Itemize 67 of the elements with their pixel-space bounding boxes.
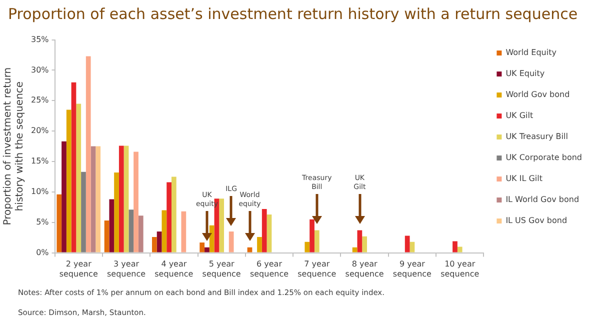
bar bbox=[404, 236, 410, 252]
y-axis-title: Proportion of investment return history with the sequence bbox=[2, 67, 26, 226]
y-tick-label: 25% bbox=[31, 96, 50, 105]
bar bbox=[86, 56, 91, 252]
bar bbox=[247, 247, 252, 252]
bar bbox=[90, 146, 96, 252]
bar bbox=[76, 104, 82, 252]
bar bbox=[138, 216, 144, 252]
y-tick-label: 5% bbox=[36, 217, 50, 226]
bar bbox=[124, 146, 129, 252]
bar bbox=[219, 198, 224, 252]
bar bbox=[128, 210, 134, 252]
legend-label: UK Treasury Bill bbox=[506, 132, 568, 142]
bar bbox=[452, 241, 458, 252]
bar bbox=[81, 172, 86, 252]
bar bbox=[266, 214, 272, 252]
bar bbox=[156, 232, 162, 252]
bar bbox=[118, 146, 124, 252]
bar bbox=[257, 236, 262, 252]
bar bbox=[171, 176, 176, 252]
bar bbox=[162, 210, 167, 252]
bar bbox=[166, 182, 172, 252]
y-tick-label: 10% bbox=[31, 187, 50, 196]
bar bbox=[228, 232, 234, 252]
legend-label: World Gov bond bbox=[506, 90, 570, 100]
bar bbox=[181, 211, 186, 252]
bar bbox=[66, 110, 72, 252]
x-tick-label: 5 year sequence bbox=[202, 260, 241, 278]
legend-label: World Equity bbox=[506, 48, 557, 58]
bar bbox=[304, 242, 310, 252]
bar bbox=[262, 208, 267, 252]
x-tick-label: 4 year sequence bbox=[154, 260, 194, 278]
bar bbox=[357, 230, 362, 252]
x-tick-label: 8 year sequence bbox=[345, 260, 384, 278]
x-tick-label: 2 year sequence bbox=[59, 260, 98, 278]
y-tick-label: 0% bbox=[36, 248, 50, 257]
legend-label: UK Gilt bbox=[506, 111, 534, 120]
x-tick-label: 9 year sequence bbox=[392, 260, 432, 278]
bar bbox=[457, 246, 462, 252]
bar bbox=[56, 194, 62, 252]
x-tick-label: 3 year sequence bbox=[106, 260, 146, 278]
bar bbox=[96, 146, 101, 252]
bar bbox=[71, 82, 76, 252]
bar bbox=[62, 141, 66, 252]
bar bbox=[362, 236, 367, 252]
legend-label: IL US Gov bond bbox=[506, 216, 568, 226]
y-tick-label: 35% bbox=[31, 34, 50, 44]
bar bbox=[109, 199, 114, 252]
y-tick-label: 15% bbox=[31, 156, 50, 166]
chart-title: Proportion of each asset’s investment return history with a return sequence bbox=[8, 5, 578, 23]
bar bbox=[314, 230, 320, 252]
legend-label: UK Equity bbox=[506, 69, 545, 78]
legend-label: UK IL Gilt bbox=[506, 174, 542, 184]
x-tick-label: 10 year sequence bbox=[440, 260, 480, 278]
legend-label: UK Corporate bond bbox=[506, 153, 582, 162]
bar bbox=[352, 247, 358, 252]
bar bbox=[152, 236, 157, 252]
y-tick-label: 20% bbox=[31, 126, 50, 136]
bar bbox=[134, 152, 138, 252]
x-tick-label: 7 year sequence bbox=[298, 260, 336, 278]
bar bbox=[204, 247, 210, 252]
y-tick-label: 30% bbox=[31, 65, 50, 74]
x-tick-label: 6 year sequence bbox=[250, 260, 289, 278]
bar bbox=[104, 220, 110, 252]
legend-label: IL World Gov bond bbox=[506, 195, 580, 204]
bar bbox=[114, 172, 119, 252]
bar bbox=[410, 242, 415, 252]
